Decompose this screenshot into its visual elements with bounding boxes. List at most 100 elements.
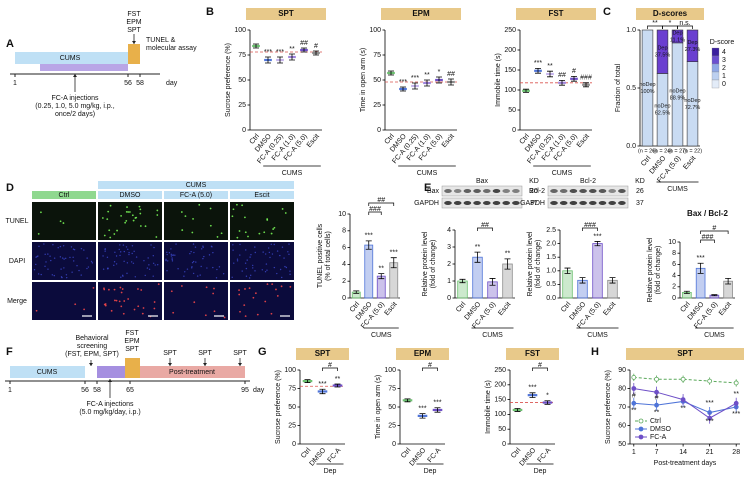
y-tick-label: 75 <box>373 52 381 59</box>
blot-membrane <box>547 185 629 197</box>
y-axis-label: Immobile time (s) <box>495 53 502 107</box>
cell-dot <box>170 248 172 250</box>
legend-label: 0 <box>722 81 726 88</box>
cell-dot <box>216 236 219 238</box>
y-tick-label: 10 <box>668 239 676 246</box>
legend-swatch <box>711 71 720 81</box>
cell-dot <box>205 286 208 289</box>
significance: ** <box>289 46 295 53</box>
cell-dot <box>132 262 135 264</box>
group-label: CUMS <box>282 170 303 177</box>
cell-dot <box>143 260 145 262</box>
blot-band <box>453 201 462 205</box>
cums-phase <box>15 52 128 64</box>
comparison-label: ### <box>369 206 381 213</box>
error-bar <box>544 400 551 405</box>
blot-band <box>492 189 501 193</box>
cell-dot <box>103 287 105 290</box>
cell-dot <box>262 251 264 253</box>
y-axis-label: Fraction of total <box>615 63 622 112</box>
x-tick-label: 1 <box>632 449 636 456</box>
cell-dot <box>127 248 129 251</box>
chart-title: SPT <box>278 9 294 18</box>
cell-dot <box>40 273 42 276</box>
cell-dot <box>62 245 65 247</box>
legend-label: 3 <box>722 57 726 64</box>
cell-dot <box>83 308 86 311</box>
cell-dot <box>73 249 76 251</box>
cell-dot <box>121 274 124 277</box>
cell-dot <box>122 244 125 246</box>
cell-dot <box>252 296 255 299</box>
cell-dot <box>202 246 204 249</box>
micrograph <box>164 282 228 320</box>
blot-band <box>463 201 472 205</box>
cell-dot <box>139 212 142 215</box>
significance: *** <box>318 381 326 388</box>
chart-title: SPT <box>677 349 693 358</box>
blot-band <box>559 189 568 193</box>
cell-dot <box>280 285 283 288</box>
arrow-head <box>168 363 172 366</box>
panel-label: E <box>424 182 431 194</box>
cell-dot <box>50 259 52 262</box>
y-tick-label: 50 <box>618 441 626 448</box>
y-tick-label: 0 <box>447 295 451 302</box>
cell-dot <box>135 256 138 258</box>
comparison-label: # <box>538 362 542 369</box>
row-label: Merge <box>7 298 27 305</box>
point <box>733 380 739 386</box>
blot-band <box>608 201 616 205</box>
significance: *** <box>697 255 705 262</box>
row-label: DAPI <box>9 258 25 265</box>
cell-dot <box>171 258 173 261</box>
cell-dot <box>137 305 140 308</box>
y-tick-label: 0.5 <box>546 281 556 288</box>
cell-dot <box>61 276 63 279</box>
error-bar <box>353 290 360 294</box>
cell-dot <box>248 287 251 290</box>
x-tick-label: Escit <box>306 133 321 149</box>
blot-membrane <box>547 197 629 209</box>
title-box <box>381 8 461 20</box>
x-tick-label: 7 <box>655 449 659 456</box>
y-axis-label: (fold of change) <box>535 240 542 289</box>
injection-label: (5.0 mg/kg/day, i.p.) <box>79 409 140 416</box>
error-bar <box>711 294 718 297</box>
cell-dot <box>70 246 73 248</box>
cell-dot <box>218 266 221 268</box>
y-tick-label: 2.5 <box>546 227 556 234</box>
cell-dot <box>201 248 203 250</box>
screening-label: Behavioral <box>75 335 109 342</box>
cell-dot <box>285 266 288 269</box>
cell-dot <box>43 243 45 245</box>
chart-title: EPM <box>412 9 430 18</box>
x-tick-label: DMSO <box>409 447 428 468</box>
y-tick-label: 90 <box>618 367 626 374</box>
day-label: 56 <box>124 80 132 87</box>
micrograph <box>164 202 228 240</box>
segment-name: Dep <box>687 40 697 46</box>
cell-dot <box>254 251 256 254</box>
y-tick-label: 1.0 <box>546 268 556 275</box>
title-box <box>516 8 596 20</box>
cell-dot <box>170 290 173 293</box>
significance: ** <box>475 244 481 251</box>
cell-dot <box>144 225 147 228</box>
cell-dot <box>281 276 283 279</box>
cell-dot <box>59 245 62 248</box>
injection-phase <box>97 366 125 378</box>
bar-segment <box>671 29 684 44</box>
cell-dot <box>252 267 254 269</box>
comparison-label: n.s. <box>679 20 690 27</box>
cell-dot <box>209 207 212 210</box>
significance: *** <box>365 233 373 240</box>
cell-dot <box>267 247 270 249</box>
error-bar <box>459 278 466 284</box>
y-tick-label: 0 <box>342 295 346 302</box>
bar <box>592 243 603 299</box>
y-tick-label: 1 <box>447 278 451 285</box>
cell-dot <box>264 271 267 273</box>
cell-dot <box>128 253 130 256</box>
injection-label: FC-A injections <box>86 401 134 408</box>
